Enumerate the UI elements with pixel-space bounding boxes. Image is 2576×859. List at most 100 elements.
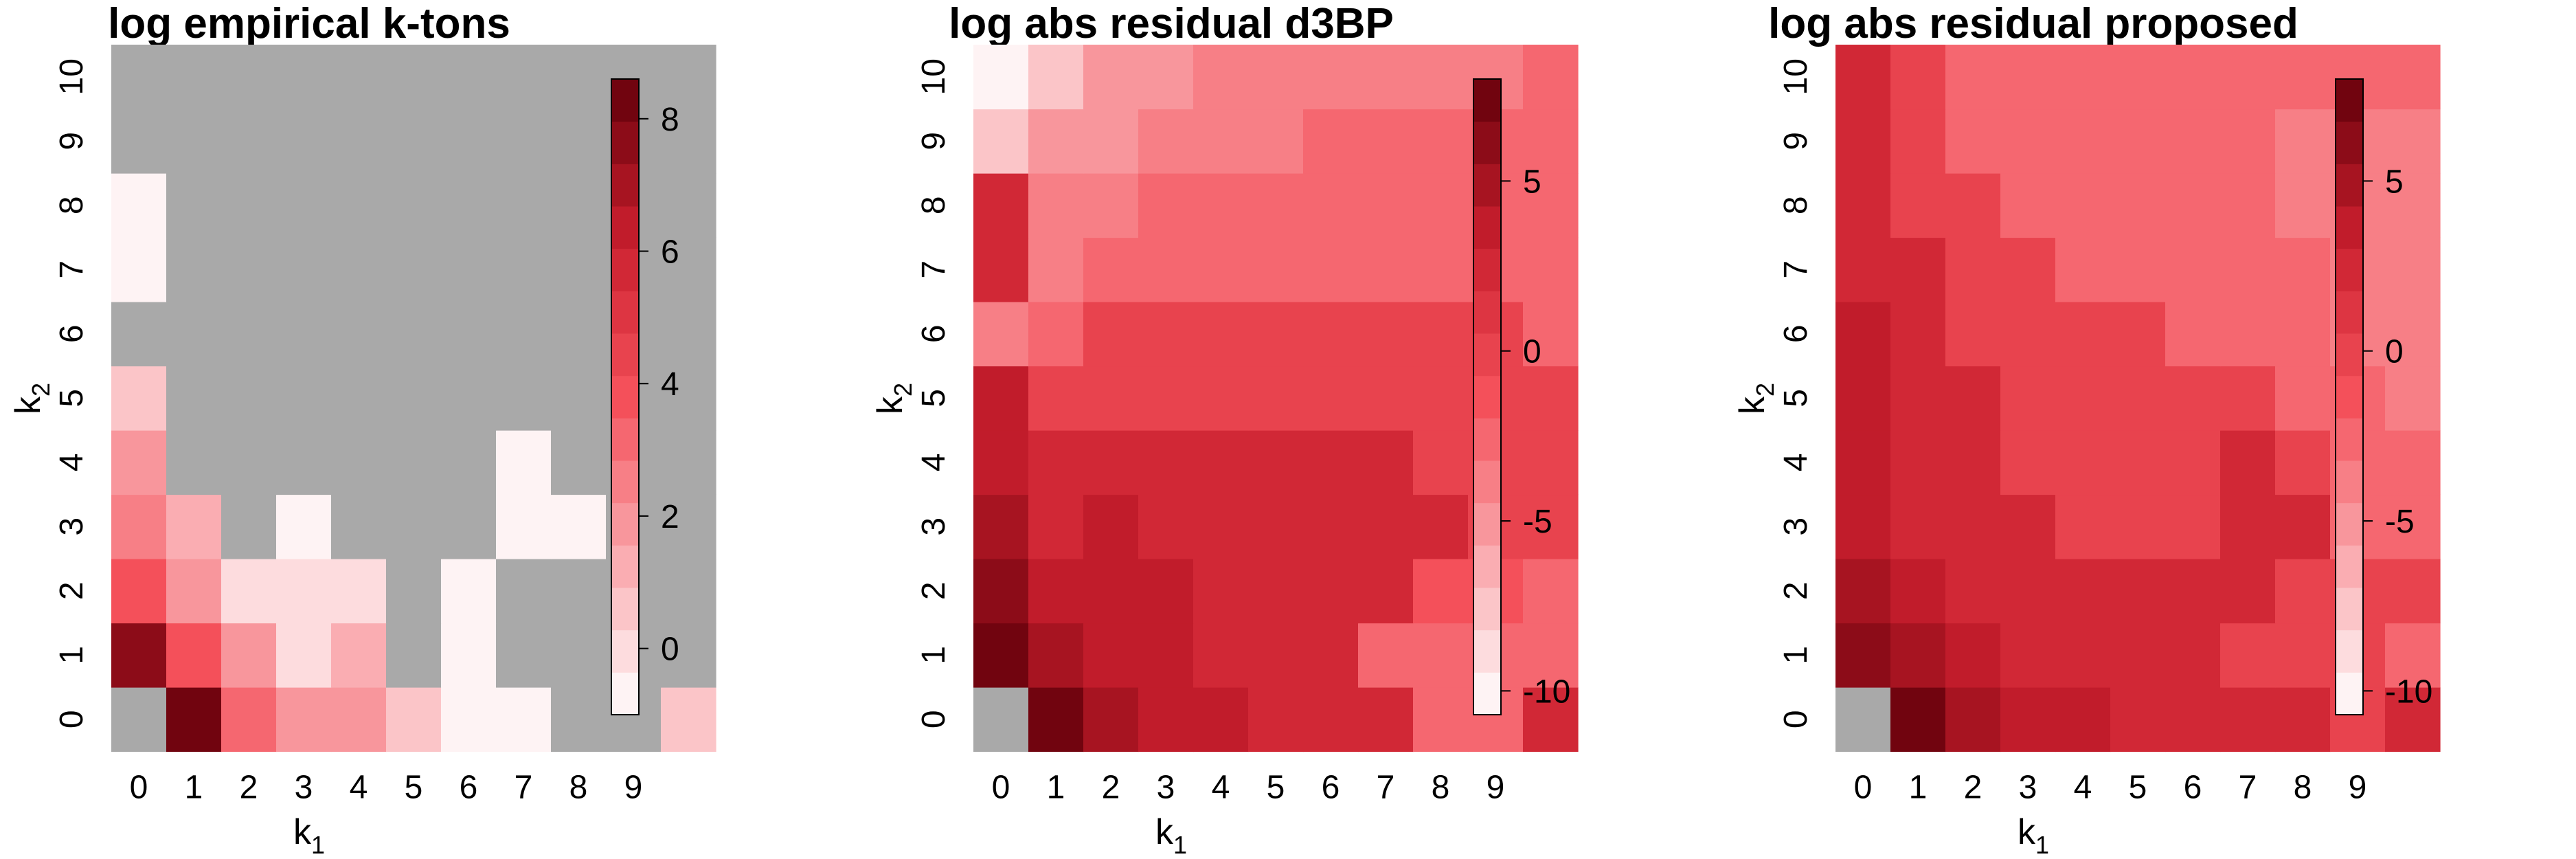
heatmap-cell [1083,559,1139,624]
y-axis-label: k2 [870,383,917,414]
heatmap-cell [2220,687,2276,752]
heatmap-cell [2220,302,2276,367]
colorbar-tick-label: 5 [2385,164,2404,200]
colorbar-tick-label: -5 [1523,504,1552,540]
heatmap-cell [551,687,607,752]
heatmap-cell [2110,494,2166,559]
y-tick-label: 2 [1778,581,1814,600]
heatmap-cell [1890,237,1946,302]
heatmap-cell [1835,623,1891,688]
heatmap-cell [1028,623,1084,688]
colorbar-frame [611,78,640,715]
heatmap-cell [166,430,222,495]
heatmap-cell [276,366,332,431]
colorbar-bin [611,79,639,122]
heatmap-cell [973,366,1029,431]
y-tick-label: 8 [54,196,90,214]
heatmap-cell [2275,366,2331,431]
heatmap-cell [221,173,277,238]
heatmap-cell [2275,237,2331,302]
heatmap-cell [2165,687,2221,752]
heatmap-cell [386,302,442,367]
heatmap-cell [1248,237,1304,302]
heatmap-cell [2055,559,2111,624]
heatmap-cell [1303,559,1359,624]
colorbar-tick-label: 0 [1523,334,1541,370]
colorbar-bin [1473,333,1501,377]
colorbar-bin [1473,460,1501,504]
heatmap-cell [1945,173,2001,238]
x-tick-label: 6 [2184,770,2202,806]
heatmap-cell [1083,623,1139,688]
colorbar-bin [2336,79,2363,122]
heatmap-cell [111,430,167,495]
heatmap-cell [1890,302,1946,367]
heatmap-cell [973,109,1029,174]
heatmap-cell [2275,623,2331,688]
heatmap-cell [386,623,442,688]
heatmap-cell [661,559,716,624]
y-axis-label: k2 [1732,383,1779,414]
heatmap-cell [2275,45,2331,110]
x-tick-label: 1 [1909,770,1928,806]
heatmap-cell [441,237,497,302]
chart-title: log abs residual d3BP [949,0,1394,47]
heatmap-cell [2000,430,2056,495]
y-tick-label: 7 [916,260,952,279]
heatmap-cell [2220,366,2276,431]
heatmap-cell [1248,623,1304,688]
x-tick-label: 9 [2349,770,2367,806]
heatmap-cell [441,109,497,174]
heatmap-cell [331,366,387,431]
heatmap-cell [2220,109,2276,174]
heatmap-cell [496,687,552,752]
heatmap-cell [111,302,167,367]
heatmap-cell [386,173,442,238]
y-tick-labels: 0 1 2 3 4 5 6 7 8 9 10 [1778,58,1814,728]
heatmap-cell [441,302,497,367]
colorbar-bin [611,545,639,588]
heatmap-cell [1303,173,1359,238]
heatmap-cell [1303,494,1359,559]
heatmap-cell [2385,494,2441,559]
colorbar-bin [611,375,639,419]
heatmap-cell [496,45,552,110]
heatmap-cell [2385,109,2441,174]
heatmap-cell [331,237,387,302]
heatmap-cell [2220,173,2276,238]
heatmap-cell [2165,559,2221,624]
heatmap-cell [1028,366,1084,431]
y-tick-label: 2 [916,581,952,600]
heatmap-cell [2000,559,2056,624]
colorbar-bin [2336,375,2363,419]
heatmap-cell [2055,430,2111,495]
heatmap-cell [496,237,552,302]
heatmap-cell [2000,623,2056,688]
x-axis-label: k1 [293,812,325,859]
heatmap-cell [551,366,607,431]
heatmap-cell [1358,109,1414,174]
y-tick-label: 1 [54,646,90,665]
heatmap-cell [2055,494,2111,559]
heatmap-cell [441,623,497,688]
heatmap-cell [1248,173,1304,238]
heatmap-cell [1083,494,1139,559]
heatmap-cell [2165,45,2221,110]
heatmap-cell [441,173,497,238]
heatmap-cells [973,45,1579,752]
heatmap-cell [1945,623,2001,688]
heatmap-cell [386,45,442,110]
heatmap-cell [1523,173,1579,238]
y-tick-label: 6 [1778,324,1814,343]
heatmap-cell [496,623,552,688]
heatmap-cell [1083,430,1139,495]
heatmap-cell [441,687,497,752]
heatmap-cell [111,366,167,431]
heatmap-cell [1835,430,1891,495]
heatmap-cell [221,366,277,431]
heatmap-cell [1303,237,1359,302]
heatmap-cell [551,302,607,367]
colorbar-bin [1473,629,1501,673]
chart-title: log empirical k-tons [108,0,510,47]
